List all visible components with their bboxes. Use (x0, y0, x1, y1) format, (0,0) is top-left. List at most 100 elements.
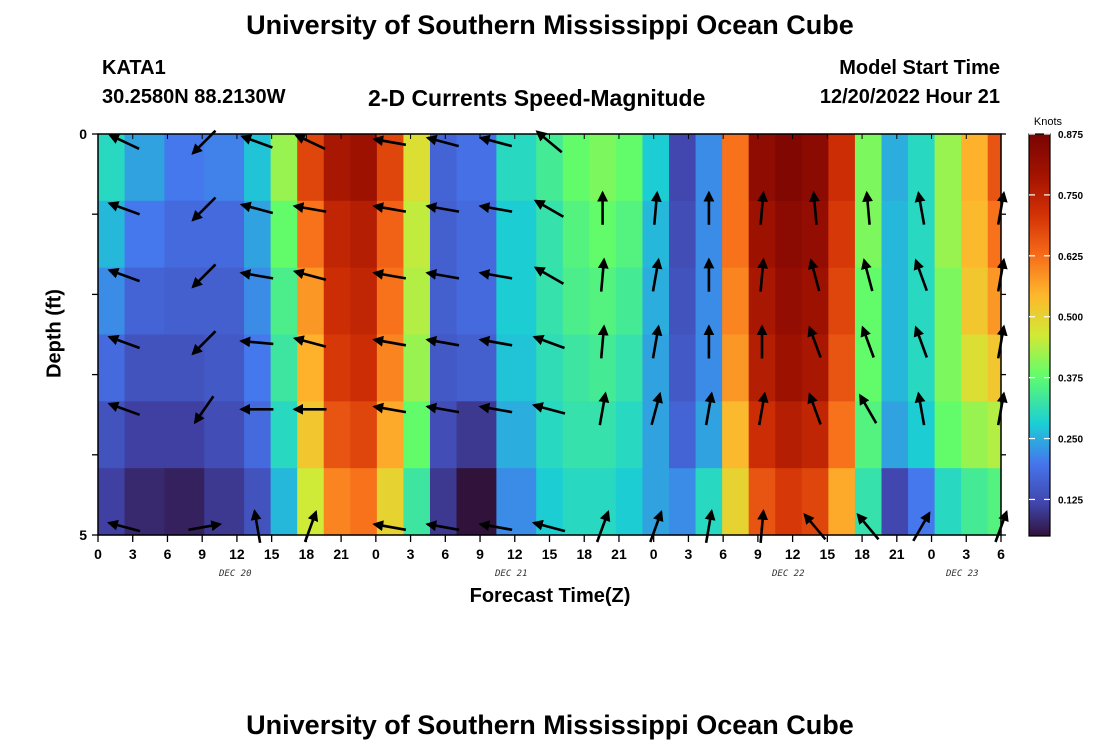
heatmap-cell (961, 334, 989, 402)
x-tick-label: 12 (229, 546, 245, 562)
heatmap-cell (828, 134, 856, 202)
heatmap-cell (536, 134, 564, 202)
current-vector-arrow (108, 133, 140, 150)
x-tick-label: 9 (754, 546, 762, 562)
x-tick-label: 15 (820, 546, 836, 562)
x-tick-label: 6 (997, 546, 1005, 562)
current-vector-arrow (478, 202, 513, 213)
heatmap-cell (98, 334, 126, 402)
heatmap-cell (536, 334, 564, 402)
heatmap-cell (828, 468, 856, 536)
heatmap-cell (350, 468, 378, 536)
heatmap-cell (496, 267, 537, 336)
chart-subtitle: 2-D Currents Speed-Magnitude (368, 85, 706, 111)
y-axis-ticks: 05 (79, 126, 1006, 543)
current-vector-arrow (107, 401, 141, 417)
station-coordinates: 30.2580N 88.2130W (102, 86, 286, 108)
heatmap-cell (164, 334, 205, 402)
current-vector-arrow (372, 135, 407, 147)
current-vector-arrow (478, 402, 513, 414)
heatmap-cell (562, 401, 590, 469)
colorbar-tick-label: 0.125 (1058, 495, 1083, 506)
current-vector-arrow (597, 257, 609, 292)
current-vector-arrow (862, 190, 874, 225)
current-vector-arrow (372, 269, 407, 280)
x-tick-label: 3 (962, 546, 970, 562)
heatmap-cell (961, 401, 989, 469)
heatmap-cell (456, 267, 497, 336)
heatmap-cell (496, 200, 537, 269)
heatmap-cell (722, 468, 750, 536)
current-vector-arrow (531, 519, 566, 533)
y-tick-label: 5 (79, 527, 87, 543)
heatmap-cell (987, 134, 1002, 202)
colorbar-tick-label: 0.250 (1058, 435, 1083, 446)
heatmap-cell (164, 200, 205, 269)
heatmap-cell (854, 134, 883, 202)
current-vector-arrow (425, 202, 460, 213)
current-vector-arrow (860, 325, 875, 358)
colorbar-tick-label: 0.750 (1058, 191, 1083, 202)
current-vector-arrow (372, 402, 407, 414)
current-vector-arrow (913, 258, 929, 292)
heatmap-cell (801, 134, 829, 202)
heatmap-cell (350, 134, 378, 202)
model-start-label: Model Start Time (839, 57, 1000, 79)
heatmap-cell (722, 267, 750, 336)
heatmap-cell (244, 401, 272, 469)
heatmap-cell (775, 134, 803, 202)
heatmap-cell (124, 468, 165, 536)
colorbar-tick-label: 0.500 (1058, 313, 1083, 324)
current-vector-arrow (372, 202, 407, 213)
heatmap-cell (323, 468, 351, 536)
heatmap-cell (881, 267, 909, 336)
heatmap-cell (615, 401, 644, 469)
current-vector-arrow (107, 268, 141, 283)
heatmap-cell (496, 134, 537, 202)
heatmap-cell (722, 334, 750, 402)
current-vector-arrow (250, 509, 262, 544)
heatmap-cell (297, 401, 325, 469)
heatmap-cell (204, 200, 245, 269)
current-vector-arrow (188, 520, 223, 532)
heatmap-cell (204, 134, 245, 202)
current-vector-arrow (809, 190, 820, 225)
x-tick-label: 12 (507, 546, 523, 562)
heatmap-cell (204, 334, 245, 402)
heatmap-cell (350, 267, 378, 336)
current-vector-arrow (861, 258, 874, 292)
current-vector-arrow (807, 258, 821, 292)
heatmap-cell (98, 200, 126, 269)
x-tick-label: 3 (685, 546, 693, 562)
heatmap-cell (669, 267, 697, 336)
colorbar-tick-label: 0.875 (1058, 130, 1083, 141)
heatmap-cell (562, 468, 590, 536)
heatmap-cell (350, 200, 378, 269)
heatmap-cell (536, 267, 564, 336)
current-vector-arrow (478, 269, 513, 280)
heatmap-cell (615, 134, 644, 202)
current-vector-arrow (193, 395, 215, 425)
current-vector-arrow (533, 199, 565, 218)
heatmap-cell (828, 267, 856, 336)
heatmap-cell (961, 200, 989, 269)
heatmap-cell (270, 468, 298, 536)
current-vector-arrow (478, 134, 513, 148)
heatmap-cell (722, 401, 750, 469)
heatmap-cell (536, 200, 564, 269)
heatmap-cell (854, 401, 883, 469)
x-axis-title: Forecast Time(Z) (469, 585, 631, 607)
current-vector-arrow (239, 269, 274, 280)
x-tick-label: 21 (889, 546, 905, 562)
current-vector-arrow (595, 509, 611, 543)
heatmap-cell (775, 267, 803, 336)
current-vector-arrow (372, 335, 407, 347)
heatmap-cell (496, 468, 537, 536)
x-tick-label: 12 (785, 546, 801, 562)
chart-title-bottom: University of Southern Mississippi Ocean… (246, 710, 854, 740)
x-tick-label: 21 (333, 546, 349, 562)
colorbar-frame (1028, 133, 1051, 537)
heatmap-cell (775, 401, 803, 469)
current-vector-arrow (807, 325, 822, 358)
y-tick-label: 0 (79, 126, 87, 142)
